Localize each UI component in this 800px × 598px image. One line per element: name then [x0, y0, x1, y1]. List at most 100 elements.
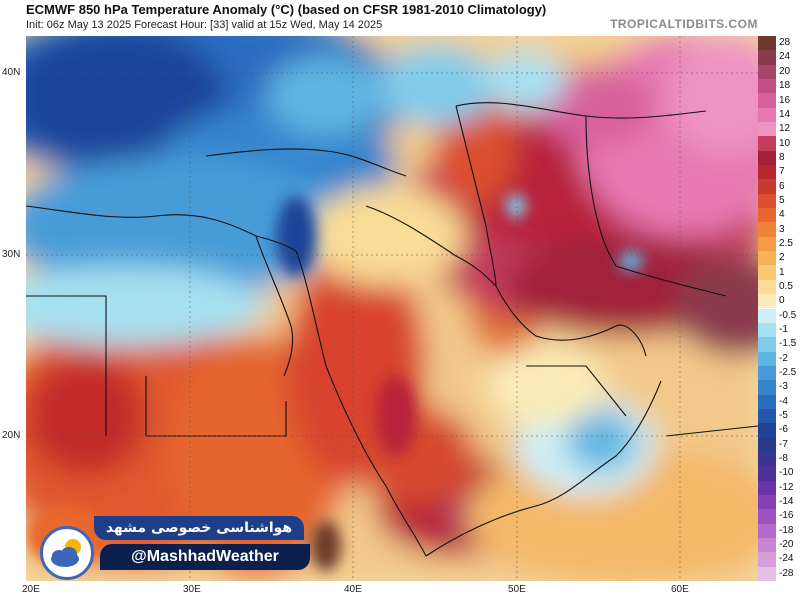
anomaly-map — [26, 36, 758, 581]
colorbar-swatch — [758, 279, 776, 295]
colorbar-step: -28 — [758, 566, 800, 581]
colorbar-label: -18 — [779, 524, 794, 536]
colorbar-label: 1 — [779, 266, 785, 278]
colorbar-swatch — [758, 36, 776, 51]
colorbar-step: -2 — [758, 351, 800, 366]
colorbar-label: -20 — [779, 539, 794, 551]
colorbar-label: -4 — [779, 395, 788, 407]
colorbar-label: 28 — [779, 37, 791, 49]
colorbar-label: -7 — [779, 438, 788, 450]
gridlines — [26, 36, 758, 581]
colorbar-swatch — [758, 423, 776, 438]
colorbar-step: 3 — [758, 222, 800, 237]
colorbar-label: -2 — [779, 352, 788, 364]
colorbar-swatch — [758, 480, 776, 495]
lat-label-40n: 40N — [2, 67, 21, 78]
colorbar-step: 14 — [758, 107, 800, 123]
colorbar-label: -10 — [779, 467, 794, 479]
colorbar-swatch — [758, 93, 776, 108]
colorbar-swatch — [758, 179, 776, 194]
colorbar-label: 2 — [779, 252, 785, 264]
colorbar-step: 18 — [758, 79, 800, 94]
colorbar-step: -1.5 — [758, 337, 800, 352]
cloud-sun-icon — [40, 526, 94, 580]
colorbar-swatch — [758, 337, 776, 352]
colorbar-label: -3 — [779, 381, 788, 393]
colorbar-step: -14 — [758, 494, 800, 510]
colorbar-swatch — [758, 122, 776, 137]
colorbar-step: 4 — [758, 208, 800, 223]
colorbar-swatch — [758, 308, 776, 323]
colorbar-label: 4 — [779, 209, 785, 221]
colorbar-step: 5 — [758, 193, 800, 209]
colorbar-step: -2.5 — [758, 365, 800, 381]
forecast-info: Init: 06z May 13 2025 Forecast Hour: [33… — [26, 19, 383, 31]
map-title: ECMWF 850 hPa Temperature Anomaly (°C) (… — [26, 2, 547, 17]
colorbar-label: -16 — [779, 510, 794, 522]
colorbar-label: 3 — [779, 223, 785, 235]
colorbar-swatch — [758, 408, 776, 424]
colorbar-step: -1 — [758, 322, 800, 338]
colorbar-swatch — [758, 509, 776, 524]
colorbar-step: 28 — [758, 36, 800, 51]
colorbar-swatch — [758, 537, 776, 553]
colorbar-swatch — [758, 523, 776, 538]
colorbar-step: 7 — [758, 165, 800, 180]
borders — [26, 102, 758, 557]
colorbar-label: 16 — [779, 94, 791, 106]
colorbar-swatch — [758, 222, 776, 237]
colorbar-label: 10 — [779, 137, 791, 149]
colorbar-step: -3 — [758, 380, 800, 395]
colorbar-label: -6 — [779, 424, 788, 436]
colorbar-label: 24 — [779, 51, 791, 63]
colorbar-swatch — [758, 64, 776, 79]
colorbar-swatch — [758, 150, 776, 166]
colorbar-swatch — [758, 79, 776, 94]
colorbar-label: 0.5 — [779, 280, 793, 292]
colorbar-step: 20 — [758, 64, 800, 79]
colorbar-legend: 28 24 20 18 16 14 12 10 8 7 6 5 4 3 2.5 2 1 0.5 0 -0.5 -1 -1.… — [758, 36, 800, 581]
colorbar-swatch — [758, 451, 776, 467]
colorbar-step: 2 — [758, 251, 800, 266]
lon-label-20e: 20E — [22, 584, 40, 595]
colorbar-label: -28 — [779, 567, 794, 579]
colorbar-swatch — [758, 251, 776, 266]
colorbar-swatch — [758, 265, 776, 280]
colorbar-step: 6 — [758, 179, 800, 194]
colorbar-step: 24 — [758, 50, 800, 65]
colorbar-label: 12 — [779, 123, 791, 135]
lon-label-30e: 30E — [183, 584, 201, 595]
colorbar-step: 12 — [758, 122, 800, 137]
colorbar-label: -0.5 — [779, 309, 797, 321]
source-brand: TROPICALTIDBITS.COM — [610, 17, 758, 31]
channel-handle: @MashhadWeather — [100, 544, 310, 570]
lon-label-50e: 50E — [508, 584, 526, 595]
colorbar-label: -24 — [779, 553, 794, 565]
colorbar-step: -18 — [758, 523, 800, 538]
colorbar-swatch — [758, 193, 776, 209]
colorbar-label: 5 — [779, 194, 785, 206]
lon-label-60e: 60E — [671, 584, 689, 595]
lat-label-30n: 30N — [2, 249, 21, 260]
colorbar-step: -24 — [758, 552, 800, 567]
colorbar-step: -5 — [758, 408, 800, 424]
colorbar-swatch — [758, 236, 776, 252]
colorbar-swatch — [758, 208, 776, 223]
channel-watermark: هواشناسی خصوصی مشهد @MashhadWeather — [40, 512, 310, 580]
colorbar-step: 0.5 — [758, 279, 800, 295]
anomaly-field — [26, 36, 758, 581]
colorbar-swatch — [758, 566, 776, 581]
colorbar-step: -20 — [758, 537, 800, 553]
colorbar-step: 10 — [758, 136, 800, 151]
colorbar-swatch — [758, 351, 776, 366]
colorbar-swatch — [758, 494, 776, 510]
colorbar-label: 6 — [779, 180, 785, 192]
map-canvas — [26, 36, 758, 581]
colorbar-label: -14 — [779, 496, 794, 508]
colorbar-label: 18 — [779, 80, 791, 92]
colorbar-swatch — [758, 394, 776, 409]
colorbar-swatch — [758, 552, 776, 567]
lon-label-40e: 40E — [344, 584, 362, 595]
colorbar-step: -7 — [758, 437, 800, 452]
colorbar-step: -6 — [758, 423, 800, 438]
